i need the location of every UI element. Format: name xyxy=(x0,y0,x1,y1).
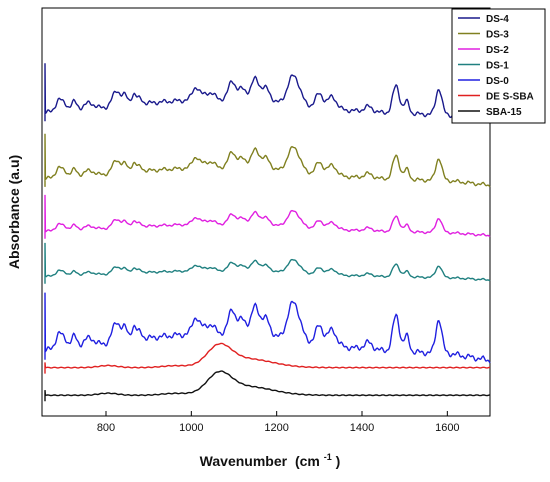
legend-label: DE S-SBA xyxy=(486,92,534,103)
series-line-ds-0 xyxy=(44,292,491,364)
y-axis-title: Absorbance (a.u) xyxy=(6,155,22,269)
x-tick-label: 1000 xyxy=(179,422,203,434)
legend-label: DS-4 xyxy=(486,14,509,25)
x-axis-title-unit-exp: -1 xyxy=(324,452,332,462)
legend-box xyxy=(451,8,546,124)
x-axis-ticks: 800 1000 1200 1400 1600 xyxy=(97,411,460,434)
x-axis-title-unit: (cm xyxy=(295,453,320,469)
x-tick-label: 1200 xyxy=(264,422,288,434)
x-axis-title-unit-close: ) xyxy=(336,453,341,469)
legend-label: DS-3 xyxy=(486,30,509,41)
series-line-ds-3 xyxy=(44,133,491,188)
x-axis-title-main: Wavenumber xyxy=(200,453,288,469)
series-line-de-s-sba xyxy=(44,342,491,374)
x-axis-title: Wavenumber (cm -1 ) xyxy=(200,447,341,469)
x-tick-label: 1600 xyxy=(435,422,459,434)
series-line-ds-4 xyxy=(44,63,491,123)
legend-label: DS-1 xyxy=(486,61,509,72)
legend-label: DS-2 xyxy=(486,45,509,56)
series-line-ds-1 xyxy=(44,242,491,284)
series-line-sba-15 xyxy=(44,370,491,402)
plot-frame xyxy=(41,7,491,417)
series-group xyxy=(44,63,491,402)
legend: DS-4 DS-3 DS-2 DS-1 DS-0 DE S-SBA SBA-15 xyxy=(451,8,546,124)
legend-label: DS-0 xyxy=(486,76,509,87)
x-tick-label: 800 xyxy=(97,422,115,434)
series-line-ds-2 xyxy=(44,194,491,239)
legend-label: SBA-15 xyxy=(486,107,522,118)
x-tick-label: 1400 xyxy=(350,422,374,434)
